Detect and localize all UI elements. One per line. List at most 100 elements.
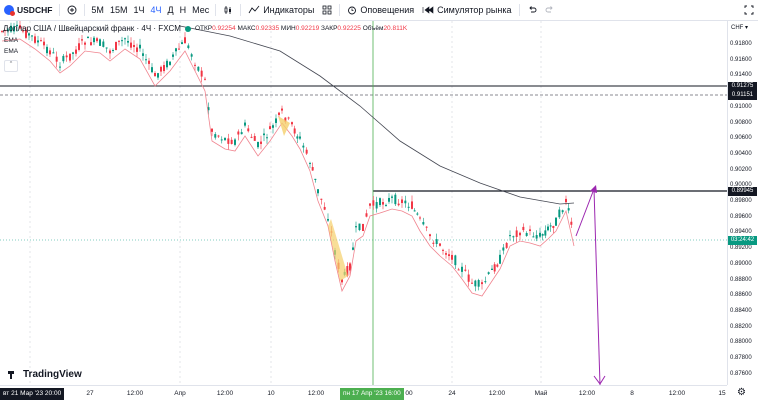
candle-body bbox=[266, 137, 268, 139]
redo-icon bbox=[545, 6, 553, 13]
candle-body bbox=[145, 59, 147, 61]
candle-body bbox=[124, 38, 126, 40]
candle-body bbox=[10, 25, 12, 32]
candle-body bbox=[379, 198, 381, 206]
timeframe-2[interactable]: 1Ч bbox=[133, 5, 145, 15]
time-tick: 8 bbox=[630, 390, 634, 397]
candle-body bbox=[570, 221, 573, 225]
price-label: 03:24:42 bbox=[728, 236, 757, 245]
symbol-search[interactable]: USDCHF bbox=[0, 0, 56, 20]
chart-type-button[interactable] bbox=[219, 0, 237, 20]
candle-body bbox=[69, 53, 71, 61]
price-tick: 0.91400 bbox=[730, 72, 752, 79]
candle-body bbox=[263, 133, 265, 136]
candle-body bbox=[522, 226, 525, 231]
candle-body bbox=[127, 40, 129, 43]
candle-body bbox=[43, 41, 45, 46]
candle-body bbox=[151, 67, 153, 73]
time-tick: 12:00 bbox=[668, 390, 686, 397]
ema-indicator-label-2[interactable]: EMA bbox=[4, 48, 19, 55]
candle-body bbox=[284, 117, 287, 122]
candle-body bbox=[62, 55, 65, 62]
candle-body bbox=[269, 126, 271, 130]
candle-body bbox=[293, 128, 296, 134]
price-tick: 0.90200 bbox=[730, 166, 752, 173]
divider bbox=[215, 4, 217, 16]
candle-body bbox=[253, 136, 256, 141]
candle-body bbox=[121, 40, 123, 42]
fullscreen-button[interactable] bbox=[740, 0, 758, 20]
candle-body bbox=[451, 254, 453, 260]
compare-button[interactable] bbox=[63, 0, 81, 20]
candle-body bbox=[305, 149, 308, 154]
candle-body bbox=[118, 40, 120, 42]
crosshair-date-badge: пн 17 Апр '23 16:00 bbox=[340, 388, 404, 400]
candle-body bbox=[72, 52, 74, 54]
candle-body bbox=[471, 282, 473, 284]
price-tick: 0.89400 bbox=[730, 229, 752, 236]
candle-body bbox=[224, 137, 226, 141]
price-tick: 0.87600 bbox=[730, 370, 752, 377]
projection-arrowhead bbox=[590, 185, 597, 193]
candle-body bbox=[467, 274, 470, 282]
timeframe-6[interactable]: Мес bbox=[192, 5, 210, 15]
timeframe-5[interactable]: Н bbox=[179, 5, 187, 15]
time-tick: Апр bbox=[174, 390, 186, 397]
candle-body bbox=[502, 247, 505, 251]
candle-body bbox=[535, 235, 538, 239]
price-label: 0.91275 bbox=[728, 82, 757, 91]
candle-body bbox=[105, 47, 108, 49]
price-tick: 0.91800 bbox=[730, 41, 752, 47]
replay-icon bbox=[422, 6, 434, 14]
ema-indicator-label-1[interactable]: EMA bbox=[4, 37, 19, 44]
replay-button[interactable]: Симулятор рынка bbox=[418, 0, 515, 20]
candle-body bbox=[539, 232, 541, 237]
timeframe-4[interactable]: Д bbox=[167, 5, 174, 15]
candle-body bbox=[362, 223, 364, 231]
price-tick: 0.91000 bbox=[730, 103, 752, 110]
candle-body bbox=[31, 35, 33, 37]
candle-body bbox=[439, 243, 441, 246]
timeframe-3[interactable]: 4Ч bbox=[150, 5, 162, 15]
candle-body bbox=[136, 47, 138, 52]
candle-body bbox=[133, 44, 135, 48]
candle-body bbox=[429, 234, 431, 237]
currency-selector[interactable]: CHF ▾ bbox=[731, 25, 749, 31]
tradingview-logo[interactable]: TradingView bbox=[8, 369, 82, 380]
timeframe-0[interactable]: 5М bbox=[91, 5, 104, 15]
candle-body bbox=[323, 206, 326, 210]
price-tick: 0.87800 bbox=[730, 355, 752, 361]
candle-body bbox=[346, 266, 349, 276]
ohlc-values: ОТКР0.92254 МАКС0.92335 МИН0.92219 ЗАКР0… bbox=[194, 25, 408, 32]
candle-body bbox=[109, 50, 111, 54]
price-tick: 0.89200 bbox=[730, 245, 752, 252]
indicators-button[interactable]: Индикаторы bbox=[244, 0, 318, 20]
candle-body bbox=[81, 39, 83, 41]
settings-icon[interactable]: ⚙ bbox=[737, 387, 746, 398]
candle-body bbox=[16, 24, 18, 27]
time-tick: 12:00 bbox=[126, 390, 144, 397]
candle-body bbox=[388, 197, 390, 202]
redo-button[interactable] bbox=[541, 0, 559, 20]
candle-body bbox=[525, 233, 528, 236]
candle-body bbox=[382, 202, 384, 205]
collapse-legend-button[interactable]: ˆ bbox=[4, 60, 18, 72]
undo-button[interactable] bbox=[523, 0, 541, 20]
candle-body bbox=[448, 254, 450, 257]
timeframe-1[interactable]: 15М bbox=[109, 5, 128, 15]
price-scale[interactable] bbox=[727, 21, 758, 385]
candle-body bbox=[435, 239, 438, 244]
candle-body bbox=[394, 194, 397, 205]
replay-label: Симулятор рынка bbox=[437, 5, 512, 15]
price-tick: 0.88800 bbox=[730, 276, 752, 283]
templates-button[interactable] bbox=[318, 0, 336, 20]
alerts-button[interactable]: Оповещения bbox=[343, 0, 418, 20]
candle-body bbox=[220, 139, 223, 141]
time-scale[interactable]: вт 21 Мар '23 20:00 пн 17 Апр '23 16:00 … bbox=[0, 385, 727, 403]
candle-body bbox=[247, 128, 250, 132]
logo-text: TradingView bbox=[23, 369, 82, 380]
candle-body bbox=[567, 208, 570, 211]
symbol-label: USDCHF bbox=[17, 5, 53, 15]
price-chart[interactable] bbox=[0, 21, 727, 385]
candle-body bbox=[407, 206, 410, 208]
